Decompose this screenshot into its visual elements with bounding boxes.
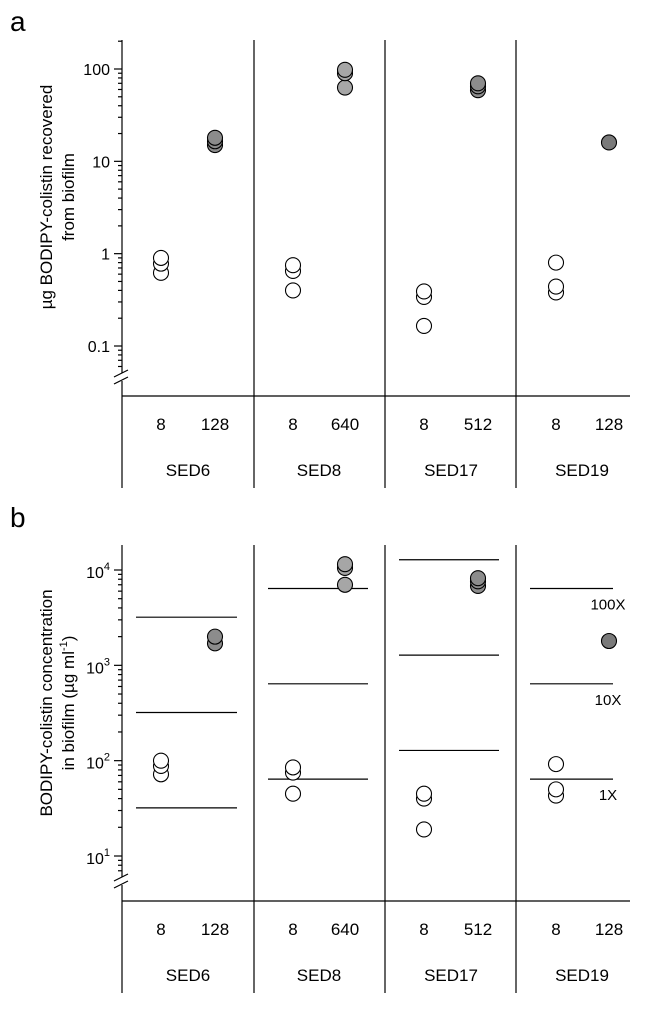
data-point [206, 129, 224, 146]
y-axis-label-tail: ) [59, 636, 78, 642]
axis-break-mark [113, 376, 129, 385]
y-axis-label-line: BODIPY-colistin concentration [37, 589, 56, 816]
y-tick-label: 0.1 [88, 339, 110, 356]
group-label: SED17 [424, 966, 478, 985]
category-label: 8 [551, 415, 560, 434]
category-label: 128 [595, 415, 623, 434]
category-label: 128 [201, 415, 229, 434]
data-point [600, 632, 618, 650]
data-point [547, 278, 565, 295]
reference-line-label: 100X [590, 596, 625, 613]
panel-b: b BODIPY-colistin concentration in biofilm… [10, 502, 630, 993]
y-axis-label-line: µg BODIPY-colistin recovered [37, 85, 56, 310]
data-point [284, 257, 302, 274]
y-tick-label-base: 10 [86, 565, 104, 582]
category-label: 8 [156, 920, 165, 939]
y-tick-label-exponent: 1 [104, 847, 110, 859]
y-tick-label: 103 [86, 656, 110, 677]
data-point [284, 282, 302, 299]
y-tick-label-exponent: 4 [104, 561, 110, 573]
group-label: SED6 [166, 461, 210, 480]
data-point [336, 79, 354, 96]
data-point [284, 785, 302, 802]
reference-line-label: 10X [595, 692, 622, 709]
y-tick-label: 104 [86, 561, 110, 582]
panel-letter-a: a [10, 6, 26, 37]
data-point [152, 752, 170, 769]
group-label: SED8 [297, 461, 341, 480]
y-tick-label-exponent: 3 [104, 656, 110, 668]
category-label: 128 [201, 920, 229, 939]
data-point [336, 556, 354, 573]
y-tick-label: 1 [101, 247, 110, 264]
category-label: 8 [551, 920, 560, 939]
data-point [469, 570, 487, 587]
y-tick-label: 10 [92, 154, 110, 171]
data-point [469, 75, 487, 92]
category-label: 8 [288, 415, 297, 434]
y-axis-label-line: in biofilm (µg ml [59, 651, 78, 770]
category-label: 8 [156, 415, 165, 434]
data-point [415, 785, 433, 802]
y-tick-label: 102 [86, 752, 110, 773]
group-label: SED19 [555, 461, 609, 480]
category-label: 640 [331, 920, 359, 939]
data-point [206, 628, 224, 645]
axis-break-mark [113, 369, 129, 378]
y-tick-label-base: 10 [86, 851, 104, 868]
panel-a: a µg BODIPY-colistin recovered from biofil… [10, 6, 630, 488]
group-label: SED19 [555, 966, 609, 985]
category-label: 8 [419, 920, 428, 939]
group-label: SED8 [297, 966, 341, 985]
data-point [600, 134, 618, 151]
data-point [547, 756, 565, 773]
category-label: 512 [464, 920, 492, 939]
y-tick-label-base: 10 [86, 660, 104, 677]
data-point [415, 317, 433, 334]
y-axis-label: BODIPY-colistin concentration in biofilm … [37, 589, 78, 816]
y-tick-label: 100 [83, 62, 110, 79]
category-label: 8 [419, 415, 428, 434]
category-label: 8 [288, 920, 297, 939]
y-tick-label-base: 10 [86, 756, 104, 773]
category-label: 640 [331, 415, 359, 434]
axis-break-mark [113, 873, 129, 882]
axis-break-mark [113, 880, 129, 889]
group-label: SED6 [166, 966, 210, 985]
category-label: 128 [595, 920, 623, 939]
data-point [336, 576, 354, 593]
data-point [415, 283, 433, 300]
y-axis-label-line: from biofilm [59, 153, 78, 241]
reference-line-label: 1X [599, 787, 617, 804]
panel-letter-b: b [10, 502, 26, 533]
y-tick-label-exponent: 2 [104, 752, 110, 764]
y-axis-label-superscript: -1 [58, 641, 70, 651]
group-label: SED17 [424, 461, 478, 480]
data-point [336, 61, 354, 78]
data-point [415, 821, 433, 838]
y-axis-label: µg BODIPY-colistin recovered from biofilm [37, 85, 78, 310]
data-point [152, 249, 170, 266]
data-point [284, 759, 302, 776]
data-point [547, 781, 565, 798]
category-label: 512 [464, 415, 492, 434]
data-point [547, 254, 565, 271]
y-tick-label: 101 [86, 847, 110, 868]
